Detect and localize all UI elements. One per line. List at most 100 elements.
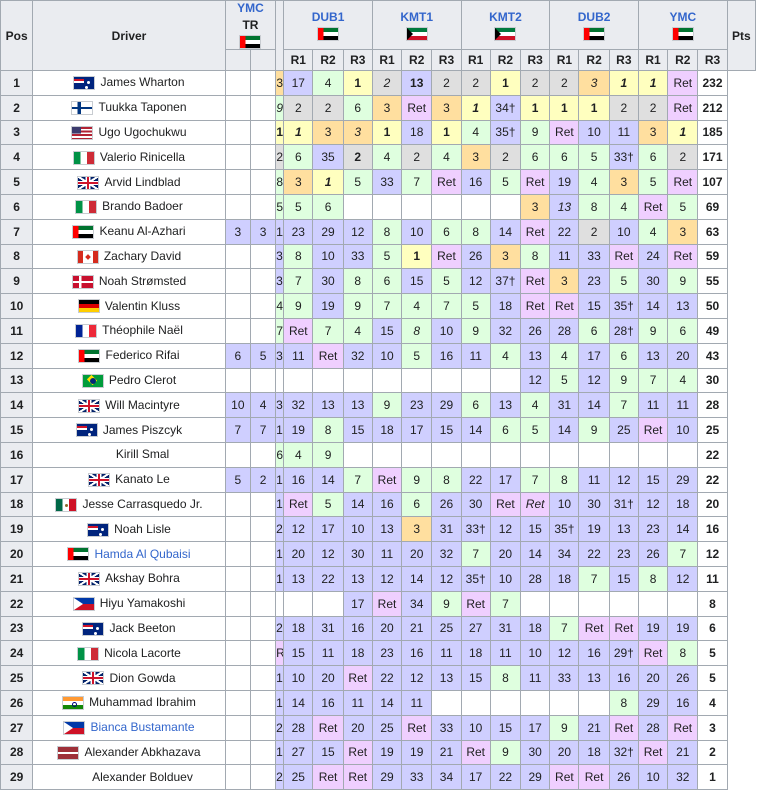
tr-result-cell	[249, 119, 277, 146]
race-result-cell: 20	[371, 615, 403, 642]
tr-result-cell	[224, 739, 251, 766]
race-result-cell: Ret	[549, 293, 580, 319]
race-result-cell: 14	[578, 392, 610, 419]
race-result-cell: Ret	[608, 714, 639, 741]
race-result-cell: 15	[312, 739, 344, 766]
round-link-dub2[interactable]: DUB2	[577, 9, 611, 24]
race-result-cell: 12	[342, 218, 373, 245]
tr-result-cell: 4	[249, 392, 277, 419]
race-result-cell: 16	[608, 665, 639, 691]
race-result-cell: Ret	[312, 764, 344, 790]
position-cell: 2	[0, 94, 34, 121]
race-result-cell	[371, 193, 403, 220]
driver-name[interactable]: Hamda Al Qubaisi	[94, 546, 191, 561]
race-result-cell: 3	[401, 516, 433, 543]
round-link-dub1[interactable]: DUB1	[311, 9, 345, 24]
driver-name: Alexander Abkhazava	[84, 745, 201, 759]
race-result-cell: 4	[431, 144, 462, 171]
position-cell: 22	[0, 590, 34, 617]
race-result-cell: 9	[460, 317, 491, 344]
race-label: R2	[578, 49, 610, 71]
race-result-cell: 21	[667, 739, 699, 766]
points-cell: 43	[697, 342, 728, 369]
race-result-cell: 22	[489, 764, 522, 790]
nationality-flag-icon	[65, 770, 88, 785]
race-result-cell	[608, 441, 639, 468]
race-result-cell: 10	[578, 119, 610, 146]
race-result-cell: 11	[312, 640, 344, 667]
race-result-cell: Ret	[608, 615, 639, 642]
race-result-cell: 3	[431, 94, 462, 121]
race-result-cell: 31	[312, 615, 344, 642]
race-result-cell: 10	[283, 665, 314, 691]
race-result-cell: 32	[431, 541, 462, 567]
round-link-kmt1[interactable]: KMT1	[400, 9, 434, 24]
race-result-cell: 8	[637, 565, 669, 592]
race-result-cell: 13	[549, 193, 580, 220]
race-result-cell: 27	[460, 615, 491, 642]
race-result-cell: 33	[401, 764, 433, 790]
nationality-flag-icon	[72, 597, 95, 612]
driver-cell: Dion Gowda	[32, 665, 226, 691]
table-row: 11 Théophile Naël 7 Ret 7 4 15 8 10 9 32 26 28 6 28† 9 6…	[0, 317, 756, 344]
race-result-cell: 10	[637, 764, 669, 790]
tr-result-cell	[224, 70, 251, 96]
tr-result-cell: 5	[249, 342, 277, 369]
tr-result-cell	[224, 541, 251, 567]
race-result-cell: 1	[608, 70, 639, 96]
race-label: R3	[608, 49, 639, 71]
race-result-cell: 22	[371, 665, 403, 691]
race-label: R3	[520, 49, 551, 71]
race-result-cell: 16	[371, 491, 403, 518]
race-label: R2	[489, 49, 522, 71]
race-result-cell: 21	[578, 714, 610, 741]
nationality-flag-icon	[63, 721, 86, 736]
race-result-cell: 31	[431, 516, 462, 543]
race-result-cell: 11	[401, 689, 433, 716]
position-cell: 14	[0, 392, 34, 419]
race-result-cell: 17	[489, 466, 522, 493]
race-result-cell: 23	[371, 640, 403, 667]
race-result-cell	[460, 441, 491, 468]
race-label: R3	[342, 49, 373, 71]
driver-name: Akshay Bohra	[105, 571, 180, 586]
tr-round-link[interactable]: YMC	[237, 1, 264, 16]
round-link-kmt2[interactable]: KMT2	[489, 9, 522, 24]
position-cell: 21	[0, 565, 34, 592]
table-row: 2 Tuukka Taponen 9 2 2 6 3 Ret 3 1 34† 1 1 1 2 2 Ret 212	[0, 94, 756, 121]
tr-result-cell: 2	[249, 466, 277, 493]
position-cell: 17	[0, 466, 34, 493]
race-result-cell: 32	[283, 392, 314, 419]
race-result-cell	[283, 367, 314, 394]
race-result-cell: 9	[608, 367, 639, 394]
race-result-cell: 25	[283, 764, 314, 790]
race-result-cell: 7	[312, 317, 344, 344]
nationality-flag-icon	[62, 696, 85, 711]
tr-race-spacer	[224, 49, 251, 71]
position-cell: 23	[0, 615, 34, 642]
race-result-cell: 6	[578, 317, 610, 344]
points-cell: 11	[697, 565, 728, 592]
race-result-cell	[460, 193, 491, 220]
race-result-cell: 19	[371, 739, 403, 766]
tr-result-cell	[224, 119, 251, 146]
race-result-cell: 1	[401, 243, 433, 270]
race-result-cell: 10	[431, 317, 462, 344]
race-result-cell: 1	[637, 70, 669, 96]
points-cell: 5	[697, 640, 728, 667]
driver-name[interactable]: Bianca Bustamante	[90, 720, 195, 735]
race-result-cell: 11	[520, 665, 551, 691]
race-result-cell: Ret	[401, 94, 433, 121]
race-result-cell: Ret	[667, 70, 699, 96]
race-result-cell: 33	[371, 169, 403, 195]
race-result-cell: 1	[283, 119, 314, 146]
nationality-flag-icon	[88, 448, 111, 463]
race-result-cell: 6	[460, 392, 491, 419]
driver-cell: Alexander Bolduev	[32, 764, 226, 790]
driver-cell: Arvid Lindblad	[32, 169, 226, 195]
race-result-cell	[431, 367, 462, 394]
round-link-ymc[interactable]: YMC	[669, 9, 697, 24]
